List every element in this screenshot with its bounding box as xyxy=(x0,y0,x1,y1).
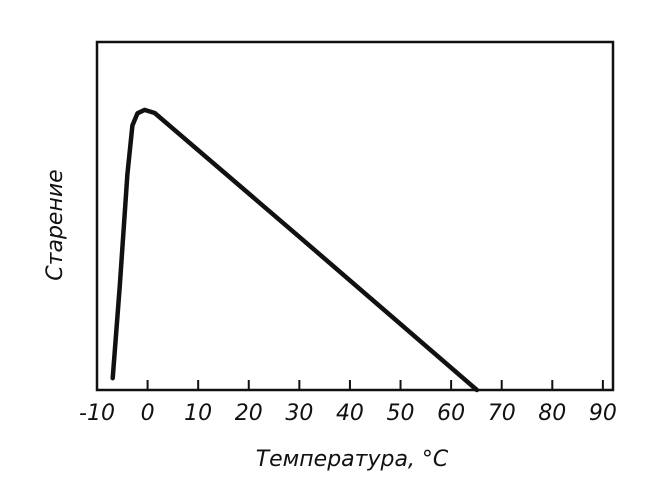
x-tick-label: -10 xyxy=(79,401,115,426)
x-tick-label: 10 xyxy=(184,401,212,426)
x-tick-label: 60 xyxy=(437,401,465,426)
x-tick-label: 50 xyxy=(387,401,415,426)
x-tick-label: 30 xyxy=(285,401,313,426)
data-line xyxy=(110,107,480,393)
x-tick-label: 80 xyxy=(538,401,566,426)
y-axis-label: Старение xyxy=(43,169,68,280)
x-tick-label: 40 xyxy=(336,401,364,426)
x-tick-label: 20 xyxy=(235,401,263,426)
x-axis-label: Температура, °C xyxy=(256,447,449,472)
plot-frame xyxy=(95,40,615,392)
x-tick-label: 70 xyxy=(488,401,516,426)
x-tick-label: 0 xyxy=(141,401,155,426)
x-tick-label: 90 xyxy=(589,401,617,426)
